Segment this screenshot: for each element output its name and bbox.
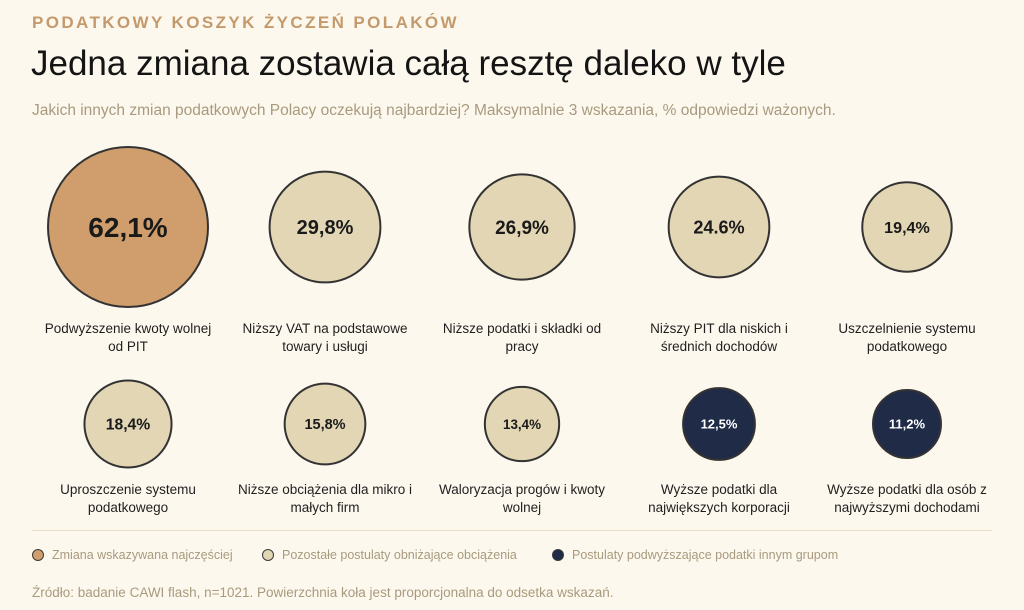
- bubble-1: [47, 146, 209, 308]
- bubble-label-2: Niższy VAT na podstawowe towary i usługi: [242, 321, 407, 354]
- legend-item-raise: Postulaty podwyższające podatki innym gr…: [552, 548, 838, 562]
- bubble-label-7: Niższe obciążenia dla mikro i małych firm: [238, 482, 412, 515]
- bubble-label-6: Uproszczenie systemu podatkowego: [60, 482, 196, 515]
- bubble-8: [483, 385, 561, 463]
- legend-swatch-top: [32, 549, 44, 561]
- bubble-label-9: Wyższe podatki dla największych korporacj…: [648, 482, 790, 515]
- legend-swatch-raise: [552, 549, 564, 561]
- bubble-label-3: Niższe podatki i składki od pracy: [443, 321, 601, 354]
- bubble-2: [268, 170, 382, 284]
- legend-label-top: Zmiana wskazywana najczęściej: [52, 548, 233, 562]
- bubble-10: [872, 389, 942, 459]
- legend-divider: [32, 530, 992, 531]
- bubble-label-5: Uszczelnienie systemu podatkowego: [838, 321, 975, 354]
- legend-label-lower: Pozostałe postulaty obniżające obciążeni…: [282, 548, 517, 562]
- bubble-4: [667, 175, 771, 279]
- bubble-value-4: 24.6%: [693, 218, 744, 238]
- legend-label-raise: Postulaty podwyższające podatki innym gr…: [572, 548, 839, 562]
- bubble-3: [468, 173, 576, 281]
- bubble-label-10: Wyższe podatki dla osób z najwyższymi doc…: [827, 482, 987, 515]
- bubble-value-2: 29,8%: [297, 217, 354, 239]
- bubble-value-7: 15,8%: [304, 417, 345, 433]
- bubble-value-10: 11,2%: [889, 417, 926, 432]
- bubble-chart: 62,1% Podwyższenie kwoty wolnej od PIT 29,8…: [45, 146, 987, 515]
- bubble-value-1: 62,1%: [88, 212, 167, 243]
- chart-title: Jedna zmiana zostawia całą resztę daleko…: [31, 44, 786, 83]
- bubble-value-5: 19,4%: [884, 219, 930, 237]
- bubble-value-8: 13,4%: [503, 417, 541, 432]
- bubble-6: [83, 379, 173, 469]
- bubble-9: [682, 387, 756, 461]
- source-note: Źródło: badanie CAWI flash, n=1021. Powi…: [32, 585, 614, 600]
- bubble-value-9: 12,5%: [701, 417, 738, 432]
- bubble-7: [283, 382, 367, 466]
- bubble-value-6: 18,4%: [106, 417, 151, 434]
- chart-kicker: PODATKOWY KOSZYK ŻYCZEŃ POLAKÓW: [32, 13, 459, 32]
- bubble-label-4: Niższy PIT dla niskich i średnich dochodó…: [650, 321, 788, 354]
- bubble-5: [861, 181, 953, 273]
- legend-item-top: Zmiana wskazywana najczęściej: [32, 548, 233, 562]
- legend-item-lower: Pozostałe postulaty obniżające obciążeni…: [262, 548, 517, 562]
- bubble-label-1: Podwyższenie kwoty wolnej od PIT: [45, 321, 212, 354]
- chart-subtitle: Jakich innych zmian podatkowych Polacy o…: [32, 102, 836, 119]
- bubble-value-3: 26,9%: [495, 218, 549, 239]
- bubble-label-8: Waloryzacja progów i kwoty wolnej: [439, 482, 605, 515]
- legend-swatch-lower: [262, 549, 274, 561]
